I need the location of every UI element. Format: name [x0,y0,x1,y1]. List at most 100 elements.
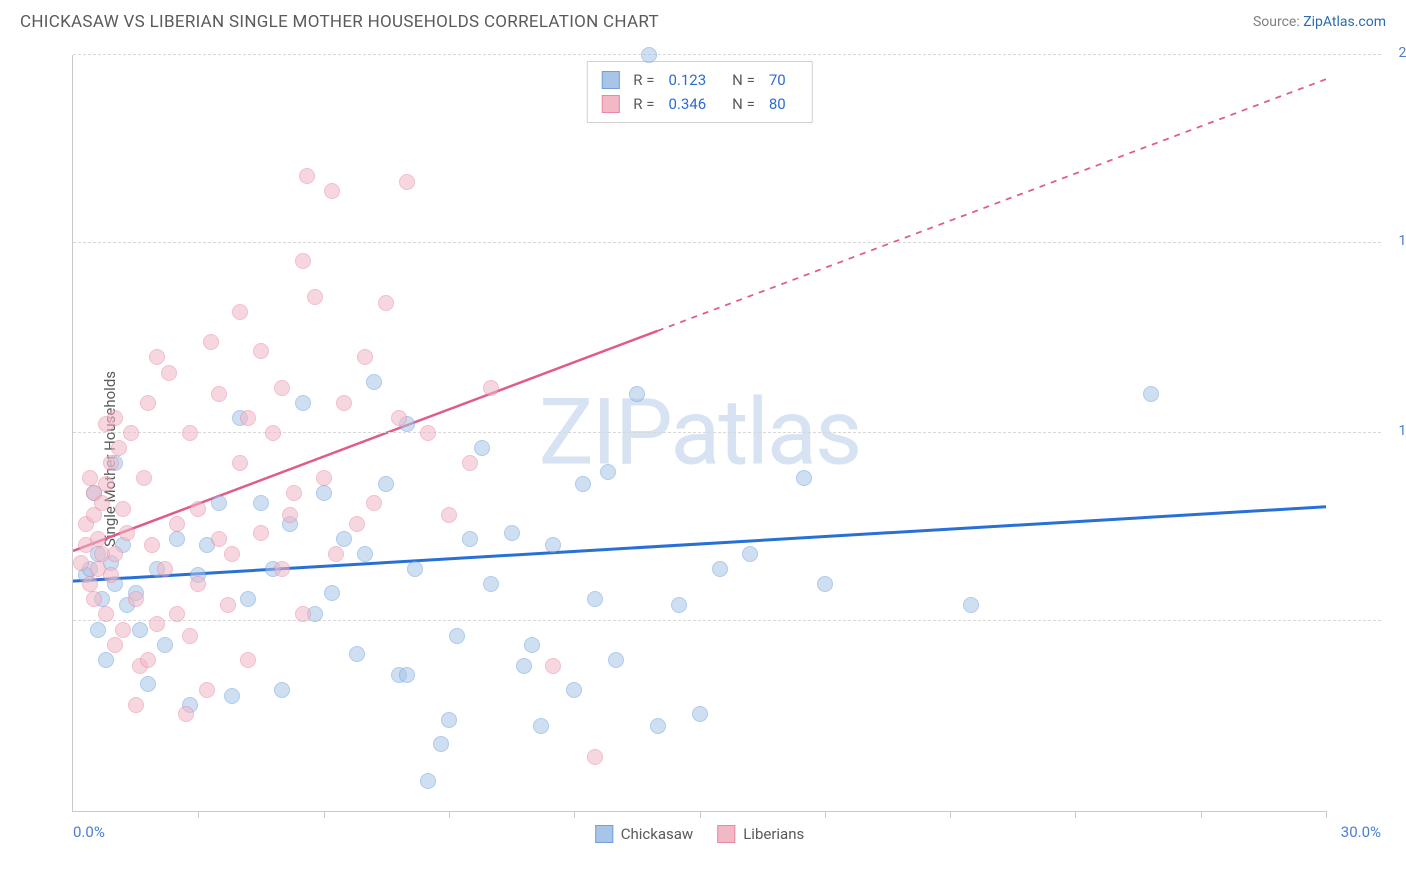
scatter-point [324,585,340,601]
chart-title: CHICKASAW VS LIBERIAN SINGLE MOTHER HOUS… [20,12,659,32]
scatter-point [240,591,256,607]
legend-correlation: R =0.123N =70R =0.346N =80 [586,61,812,123]
scatter-point [73,555,89,571]
scatter-point [115,622,131,638]
scatter-point [253,495,269,511]
x-tick [825,811,826,818]
scatter-point [98,652,114,668]
chart-container: Single Mother Households ZIPatlas R =0.1… [20,45,1386,872]
scatter-point [157,561,173,577]
scatter-point [378,476,394,492]
legend-series-label: Liberians [743,825,804,843]
scatter-point [566,682,582,698]
scatter-point [82,576,98,592]
scatter-point [211,531,227,547]
legend-correlation-row: R =0.346N =80 [601,92,797,116]
trend-lines [73,55,1326,811]
scatter-point [149,616,165,632]
scatter-point [274,380,290,396]
scatter-point [274,682,290,698]
scatter-point [274,561,290,577]
scatter-point [224,546,240,562]
scatter-point [107,410,123,426]
scatter-point [140,676,156,692]
scatter-point [483,576,499,592]
scatter-point [441,507,457,523]
scatter-point [545,537,561,553]
scatter-point [253,525,269,541]
scatter-point [316,485,332,501]
scatter-point [575,476,591,492]
scatter-point [265,425,281,441]
scatter-point [90,622,106,638]
scatter-point [98,476,114,492]
scatter-point [407,561,423,577]
scatter-point [420,425,436,441]
scatter-point [399,667,415,683]
scatter-point [253,343,269,359]
scatter-point [545,658,561,674]
scatter-point [483,380,499,396]
y-tick-label: 18.8% [1386,233,1406,249]
scatter-point [211,495,227,511]
scatter-point [90,531,106,547]
scatter-point [224,688,240,704]
legend-swatch [601,95,619,113]
x-axis-start-label: 0.0% [73,823,105,841]
scatter-point [1143,386,1159,402]
scatter-point [169,606,185,622]
legend-swatch [595,825,613,843]
scatter-point [399,174,415,190]
source-link[interactable]: ZipAtlas.com [1303,14,1386,30]
x-tick [449,811,450,818]
scatter-point [295,606,311,622]
x-tick [1326,811,1327,818]
scatter-point [232,455,248,471]
y-tick-label: 25.0% [1386,45,1406,61]
x-tick [198,811,199,818]
scatter-point [449,628,465,644]
legend-series-item: Liberians [717,825,804,843]
scatter-point [282,507,298,523]
source-attribution: Source: ZipAtlas.com [1253,14,1386,30]
scatter-point [524,637,540,653]
scatter-point [128,697,144,713]
scatter-point [157,637,173,653]
scatter-point [169,516,185,532]
scatter-point [712,561,728,577]
scatter-point [94,495,110,511]
scatter-point [650,718,666,734]
scatter-point [136,470,152,486]
legend-series-item: Chickasaw [595,825,693,843]
scatter-point [220,597,236,613]
scatter-point [295,395,311,411]
legend-correlation-row: R =0.123N =70 [601,68,797,92]
scatter-point [128,591,144,607]
legend-swatch [601,71,619,89]
scatter-point [82,470,98,486]
scatter-point [111,440,127,456]
scatter-point [240,410,256,426]
scatter-point [203,334,219,350]
scatter-point [232,304,248,320]
scatter-point [149,349,165,365]
y-gridline: 18.8% [73,242,1381,243]
scatter-point [629,386,645,402]
scatter-point [587,749,603,765]
scatter-point [378,295,394,311]
scatter-point [98,606,114,622]
scatter-point [299,168,315,184]
x-tick [1201,811,1202,818]
x-tick [324,811,325,818]
scatter-point [349,516,365,532]
scatter-point [169,531,185,547]
scatter-point [103,567,119,583]
scatter-point [366,374,382,390]
scatter-point [240,652,256,668]
scatter-point [182,425,198,441]
plot-area: ZIPatlas R =0.123N =70R =0.346N =80 0.0%… [72,55,1326,812]
scatter-point [132,622,148,638]
scatter-point [608,652,624,668]
scatter-point [641,47,657,63]
scatter-point [316,470,332,486]
